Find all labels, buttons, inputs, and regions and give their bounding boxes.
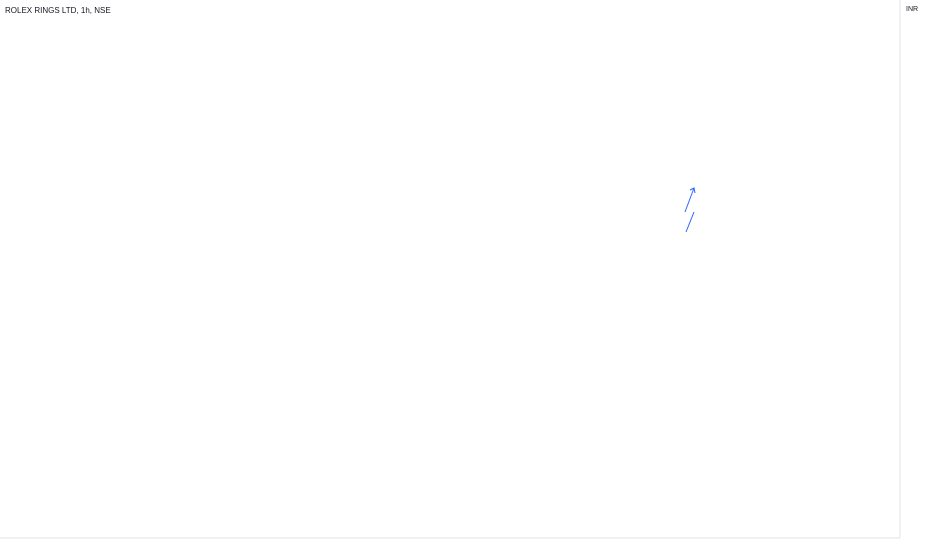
currency: INR bbox=[906, 6, 918, 13]
arrow-down bbox=[685, 211, 695, 233]
chart-title: ROLEX RINGS LTD, 1h, NSE bbox=[5, 6, 111, 15]
projection-arrow bbox=[684, 187, 696, 233]
arrow-head bbox=[689, 187, 696, 194]
arrow-up bbox=[684, 187, 695, 213]
